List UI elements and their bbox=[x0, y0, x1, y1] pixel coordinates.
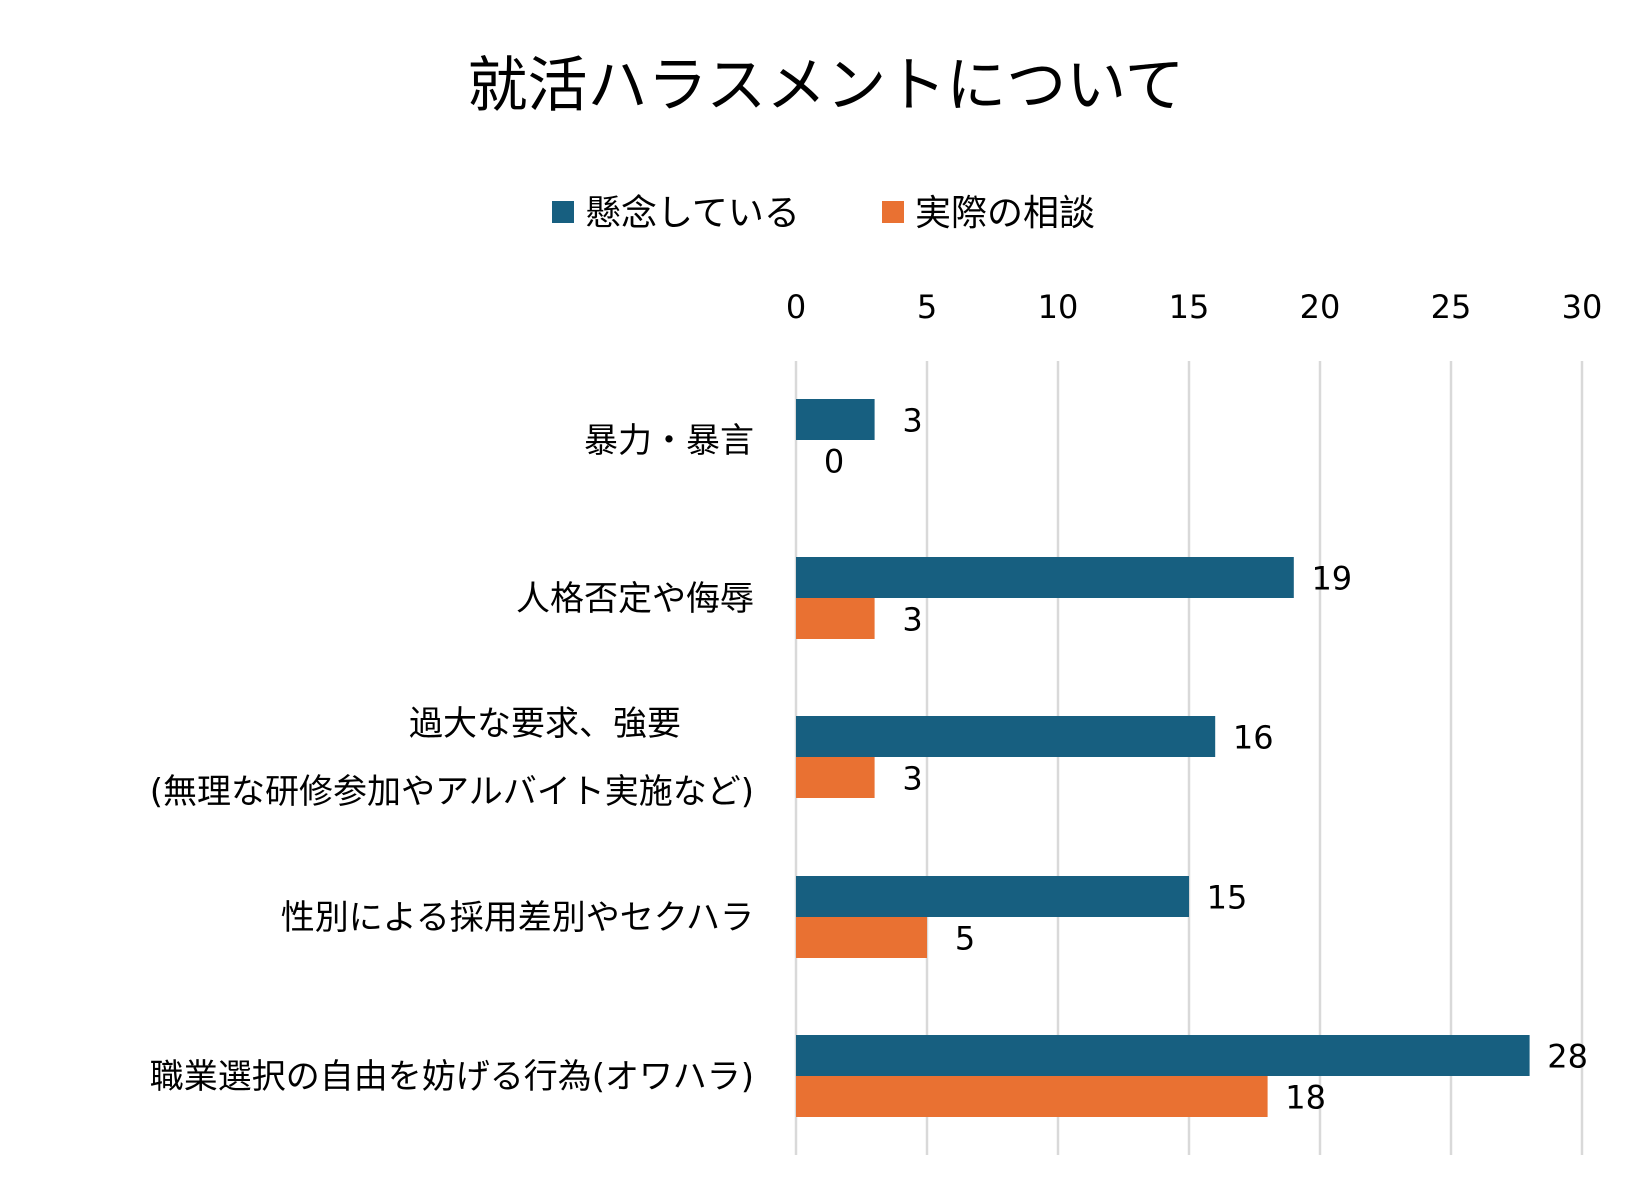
legend-label-consulted: 実際の相談 bbox=[915, 193, 1095, 234]
x-tick-label: 5 bbox=[917, 288, 937, 326]
category-label: 過大な要求、強要 (無理な研修参加やアルバイト実施など) bbox=[150, 704, 754, 812]
category-label: 職業選択の自由を妨げる行為(オワハラ) bbox=[150, 1057, 754, 1097]
data-label: 3 bbox=[902, 601, 922, 639]
bar-concerned bbox=[796, 557, 1294, 598]
data-label: 5 bbox=[955, 920, 975, 958]
x-tick-label: 20 bbox=[1300, 288, 1341, 326]
data-labels: 3 0 19 3 16 3 15 5 28 18 bbox=[824, 402, 1588, 1117]
legend-label-concerned: 懸念している bbox=[585, 193, 800, 234]
bars bbox=[796, 399, 1530, 1117]
category-label-line: 暴力・暴言 bbox=[584, 421, 754, 461]
bar-consulted bbox=[796, 1076, 1268, 1117]
legend-swatch-concerned bbox=[552, 201, 574, 223]
legend-swatch-consulted bbox=[882, 201, 904, 223]
bar-concerned bbox=[796, 716, 1216, 757]
gridlines bbox=[794, 361, 1584, 1155]
category-label: 性別による採用差別やセクハラ bbox=[281, 898, 754, 938]
category-label-line: 過大な要求、強要 bbox=[409, 704, 681, 744]
chart-title: 就活ハラスメントについて bbox=[468, 51, 1185, 121]
bar-concerned bbox=[796, 1035, 1530, 1076]
x-tick-label: 10 bbox=[1038, 288, 1079, 326]
data-label: 18 bbox=[1285, 1079, 1326, 1117]
category-label-line: 性別による採用差別やセクハラ bbox=[281, 898, 754, 938]
data-label: 15 bbox=[1207, 879, 1248, 917]
category-label-line: (無理な研修参加やアルバイト実施など) bbox=[150, 772, 754, 812]
category-label: 暴力・暴言 bbox=[584, 421, 754, 461]
data-label: 28 bbox=[1547, 1038, 1588, 1076]
legend: 懸念している 実際の相談 bbox=[552, 193, 1095, 234]
category-label-line: 人格否定や侮辱 bbox=[516, 579, 754, 619]
category-label-line: 職業選択の自由を妨げる行為(オワハラ) bbox=[150, 1057, 754, 1097]
x-tick-label: 30 bbox=[1562, 288, 1603, 326]
x-tick-label: 25 bbox=[1431, 288, 1472, 326]
x-tick-label: 0 bbox=[786, 288, 806, 326]
bar-concerned bbox=[796, 399, 875, 440]
bar-concerned bbox=[796, 876, 1189, 917]
bar-consulted bbox=[796, 757, 875, 798]
x-tick-label: 15 bbox=[1169, 288, 1210, 326]
data-label: 19 bbox=[1311, 560, 1352, 598]
data-label: 3 bbox=[902, 402, 922, 440]
data-label: 3 bbox=[902, 760, 922, 798]
data-label: 16 bbox=[1233, 719, 1274, 757]
data-label: 0 bbox=[824, 443, 844, 481]
category-label: 人格否定や侮辱 bbox=[516, 579, 754, 619]
bar-consulted bbox=[796, 917, 927, 958]
x-axis-ticks: 0 5 10 15 20 25 30 bbox=[786, 288, 1603, 326]
bar-consulted bbox=[796, 598, 875, 639]
